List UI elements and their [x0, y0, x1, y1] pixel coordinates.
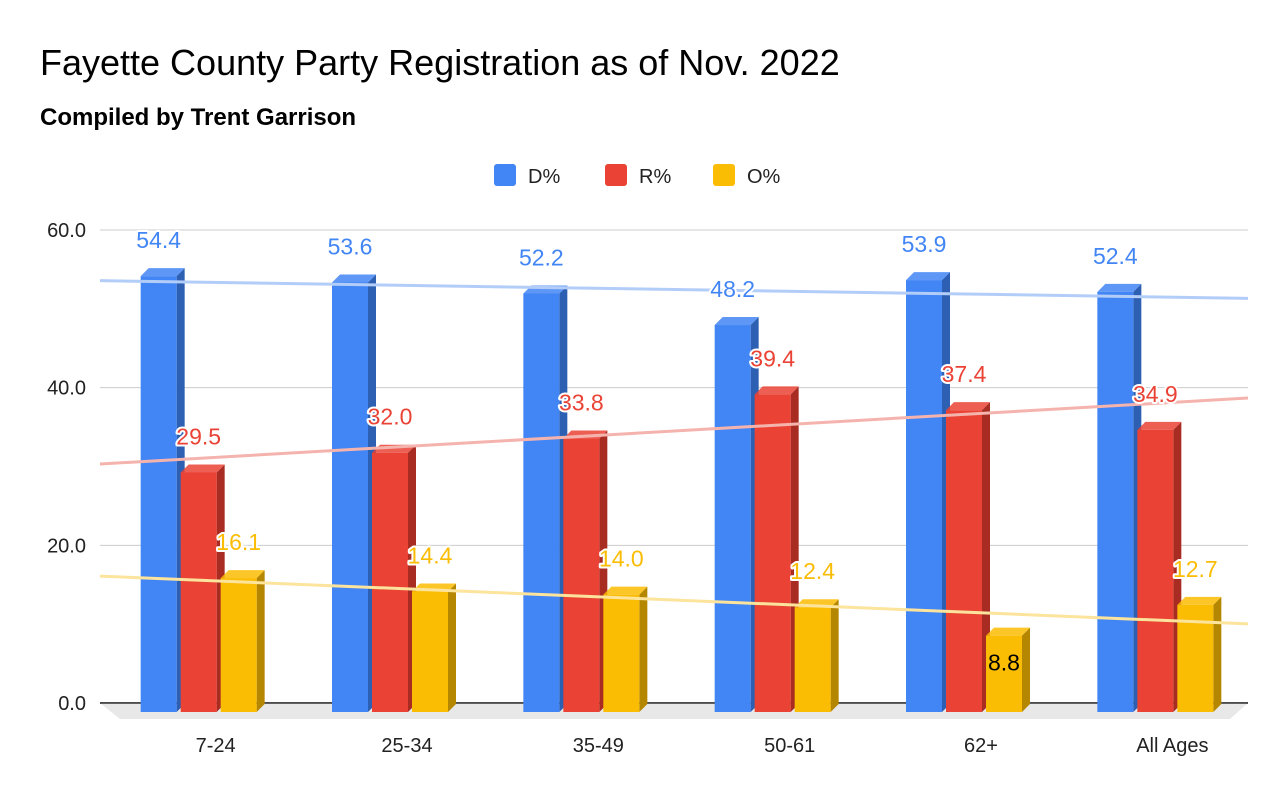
bar: [180, 472, 217, 712]
y-tick-label: 0.0: [58, 693, 86, 715]
bar: [563, 438, 600, 712]
trendline: [99, 279, 1249, 300]
bar: [906, 280, 942, 712]
legend-label: D%: [528, 166, 560, 188]
bar-top: [906, 272, 950, 281]
data-label: 33.8: [559, 390, 604, 416]
data-label: 52.2: [519, 244, 564, 270]
data-label: 32.0: [368, 404, 413, 430]
bar: [714, 325, 751, 712]
bar: [140, 276, 177, 712]
bar-top: [603, 586, 648, 595]
bar-side: [830, 599, 839, 712]
data-label: 8.8: [988, 650, 1020, 676]
bar-top: [986, 627, 1030, 636]
x-tick-label: 7-24: [196, 735, 236, 757]
bar: [754, 394, 791, 712]
bar: [794, 607, 831, 712]
bar-top: [1137, 421, 1182, 430]
legend-label: O%: [747, 166, 781, 188]
bar: [603, 594, 640, 712]
bar-side: [639, 586, 648, 712]
bar-side: [448, 583, 456, 712]
trendline: [99, 396, 1249, 466]
x-tick-label: All Ages: [1136, 735, 1208, 757]
x-tick-label: 25-34: [381, 735, 432, 757]
bar-top: [1177, 596, 1222, 605]
data-label: 37.4: [942, 361, 987, 387]
bar: [332, 282, 368, 712]
x-tick-label: 35-49: [573, 735, 624, 757]
legend-label: R%: [639, 166, 671, 188]
bar-side: [256, 570, 265, 712]
floor-plane: [100, 703, 1248, 719]
bar: [986, 635, 1022, 712]
gridlines: [100, 229, 1248, 704]
x-tick-label: 50-61: [764, 735, 815, 757]
data-label: 53.9: [902, 231, 947, 257]
data-label: 29.5: [176, 423, 221, 449]
bar: [372, 452, 408, 712]
data-label: 48.2: [710, 276, 755, 302]
data-label: 12.4: [790, 558, 835, 584]
axis-labels: 0.0 20.0 40.0 60.0 7-24 25-34 35-49 50-61 62+ All…: [47, 220, 1208, 757]
bar-top: [220, 570, 265, 579]
bar: [1097, 291, 1134, 712]
data-label: 53.6: [328, 233, 373, 259]
bar: [946, 410, 982, 712]
bar: [412, 591, 448, 712]
chart-title: Fayette County Party Registration as of …: [40, 42, 840, 83]
data-labels: 54.4 29.5 16.1 53.6 32.0 14.4 52.2 33.8 14.0 48.2…: [134, 225, 1219, 676]
bar-side: [1213, 596, 1222, 712]
chart-subtitle: Compiled by Trent Garrison: [40, 104, 357, 131]
legend-swatch: [713, 164, 735, 186]
data-label: 14.0: [599, 546, 644, 572]
data-label: 34.9: [1133, 381, 1178, 407]
bar-side: [1022, 627, 1030, 712]
data-label: 12.7: [1173, 556, 1218, 582]
bar: [1137, 429, 1174, 712]
data-label: 39.4: [750, 345, 795, 371]
trendline: [99, 574, 1249, 626]
bar-top: [946, 402, 990, 411]
bar-top: [754, 386, 799, 395]
data-label: 16.1: [216, 529, 261, 555]
legend-swatch: [494, 164, 516, 186]
data-label: 14.4: [408, 542, 453, 568]
bar-top: [140, 268, 185, 277]
trendlines: [99, 279, 1249, 626]
bar-top: [714, 317, 759, 326]
legend-swatch: [605, 164, 627, 186]
y-tick-label: 20.0: [47, 535, 86, 557]
data-label: 54.4: [136, 227, 181, 253]
chart-floor: [100, 702, 1248, 719]
y-tick-label: 40.0: [47, 378, 86, 400]
y-tick-label: 60.0: [47, 220, 86, 242]
bar-top: [332, 274, 376, 283]
bar-top: [180, 464, 225, 473]
x-tick-label: 62+: [964, 735, 998, 757]
legend: D% R% O%: [494, 164, 781, 188]
bar: [220, 578, 257, 712]
data-label: 52.4: [1093, 243, 1138, 269]
bar: [523, 293, 560, 712]
bar-top: [1097, 283, 1142, 292]
bars: [140, 268, 1222, 712]
